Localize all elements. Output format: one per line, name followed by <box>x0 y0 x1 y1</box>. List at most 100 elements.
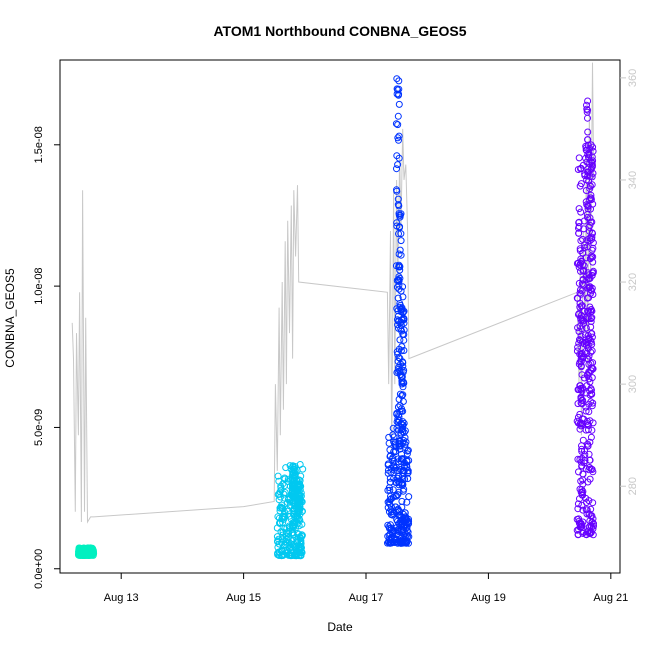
data-point <box>394 161 402 169</box>
data-point <box>398 392 406 399</box>
data-point <box>588 173 596 181</box>
data-point <box>289 463 297 471</box>
data-point <box>588 153 596 161</box>
data-point <box>393 75 401 83</box>
data-point <box>387 521 394 529</box>
data-point <box>400 378 407 386</box>
data-point <box>578 462 586 470</box>
x-tick-label: Aug 13 <box>104 592 139 604</box>
data-point <box>396 266 404 274</box>
data-point <box>396 263 404 270</box>
data-point <box>395 413 403 421</box>
data-point <box>575 526 583 534</box>
data-point <box>576 289 584 297</box>
data-point <box>389 529 397 537</box>
data-point <box>576 425 584 433</box>
data-point <box>574 531 582 538</box>
data-point <box>587 359 595 367</box>
data-point <box>297 537 305 544</box>
data-point <box>588 165 595 172</box>
data-point <box>289 531 297 539</box>
data-point <box>589 157 597 165</box>
data-point <box>587 318 595 325</box>
data-point <box>575 205 583 213</box>
data-point <box>281 494 289 502</box>
data-point <box>389 493 397 501</box>
data-point <box>281 475 289 483</box>
data-point <box>585 352 593 360</box>
data-point <box>584 426 592 434</box>
data-point <box>400 429 408 436</box>
data-point <box>587 308 595 316</box>
data-point <box>401 462 409 470</box>
data-point <box>588 246 596 254</box>
data-point <box>399 283 407 291</box>
data-point <box>278 551 286 559</box>
data-point <box>577 314 585 322</box>
data-point <box>395 77 403 85</box>
data-point <box>400 347 408 354</box>
data-point <box>579 276 587 284</box>
data-point <box>405 533 413 541</box>
data-point <box>585 400 593 408</box>
data-point <box>574 400 582 408</box>
data-point <box>385 508 393 516</box>
data-point <box>278 501 286 509</box>
data-point <box>398 421 406 428</box>
data-point <box>395 85 403 93</box>
data-point <box>574 505 582 513</box>
data-point <box>282 532 290 540</box>
data-point <box>583 105 591 113</box>
chart-title: ATOM1 Northbound CONBNA_GEOS5 <box>213 23 466 39</box>
y-tick-label: 1.5e-08 <box>33 126 45 163</box>
data-point <box>398 405 405 413</box>
data-point <box>394 112 402 120</box>
data-point <box>574 343 582 351</box>
data-point <box>577 350 585 358</box>
data-point <box>579 397 587 404</box>
data-point <box>278 504 286 512</box>
data-point <box>583 146 591 154</box>
y2-tick-label: 280 <box>627 477 639 495</box>
data-point <box>577 337 584 344</box>
data-point <box>275 514 283 522</box>
y-axis-label: CONBNA_GEOS5 <box>3 268 17 368</box>
data-point <box>394 121 402 129</box>
data-point <box>386 446 394 454</box>
data-point <box>575 468 582 476</box>
data-point <box>386 500 394 508</box>
data-point <box>578 445 586 453</box>
data-point <box>579 436 587 444</box>
data-point <box>394 426 402 434</box>
data-point <box>396 223 404 231</box>
data-point <box>587 196 595 204</box>
data-point <box>389 486 397 494</box>
y2-tick-label: 300 <box>627 375 639 393</box>
data-point <box>283 505 291 513</box>
plot-frame <box>59 59 621 574</box>
data-point <box>396 336 404 344</box>
data-point <box>585 510 593 518</box>
data-point <box>391 438 399 446</box>
data-point <box>397 210 405 218</box>
data-point <box>394 201 402 209</box>
data-point <box>576 322 584 330</box>
data-point <box>392 120 400 128</box>
data-point <box>582 144 590 152</box>
data-point <box>577 302 585 310</box>
data-point <box>395 281 403 289</box>
data-point <box>279 513 287 521</box>
data-point <box>577 237 585 245</box>
data-point <box>578 257 586 265</box>
data-point <box>577 290 585 298</box>
data-point <box>80 550 88 557</box>
data-point <box>579 488 587 495</box>
data-point <box>395 276 403 284</box>
data-point <box>290 519 298 527</box>
data-point <box>398 450 405 458</box>
data-point <box>400 314 408 322</box>
data-point <box>577 208 585 216</box>
data-point <box>579 480 587 488</box>
data-point <box>393 152 401 160</box>
